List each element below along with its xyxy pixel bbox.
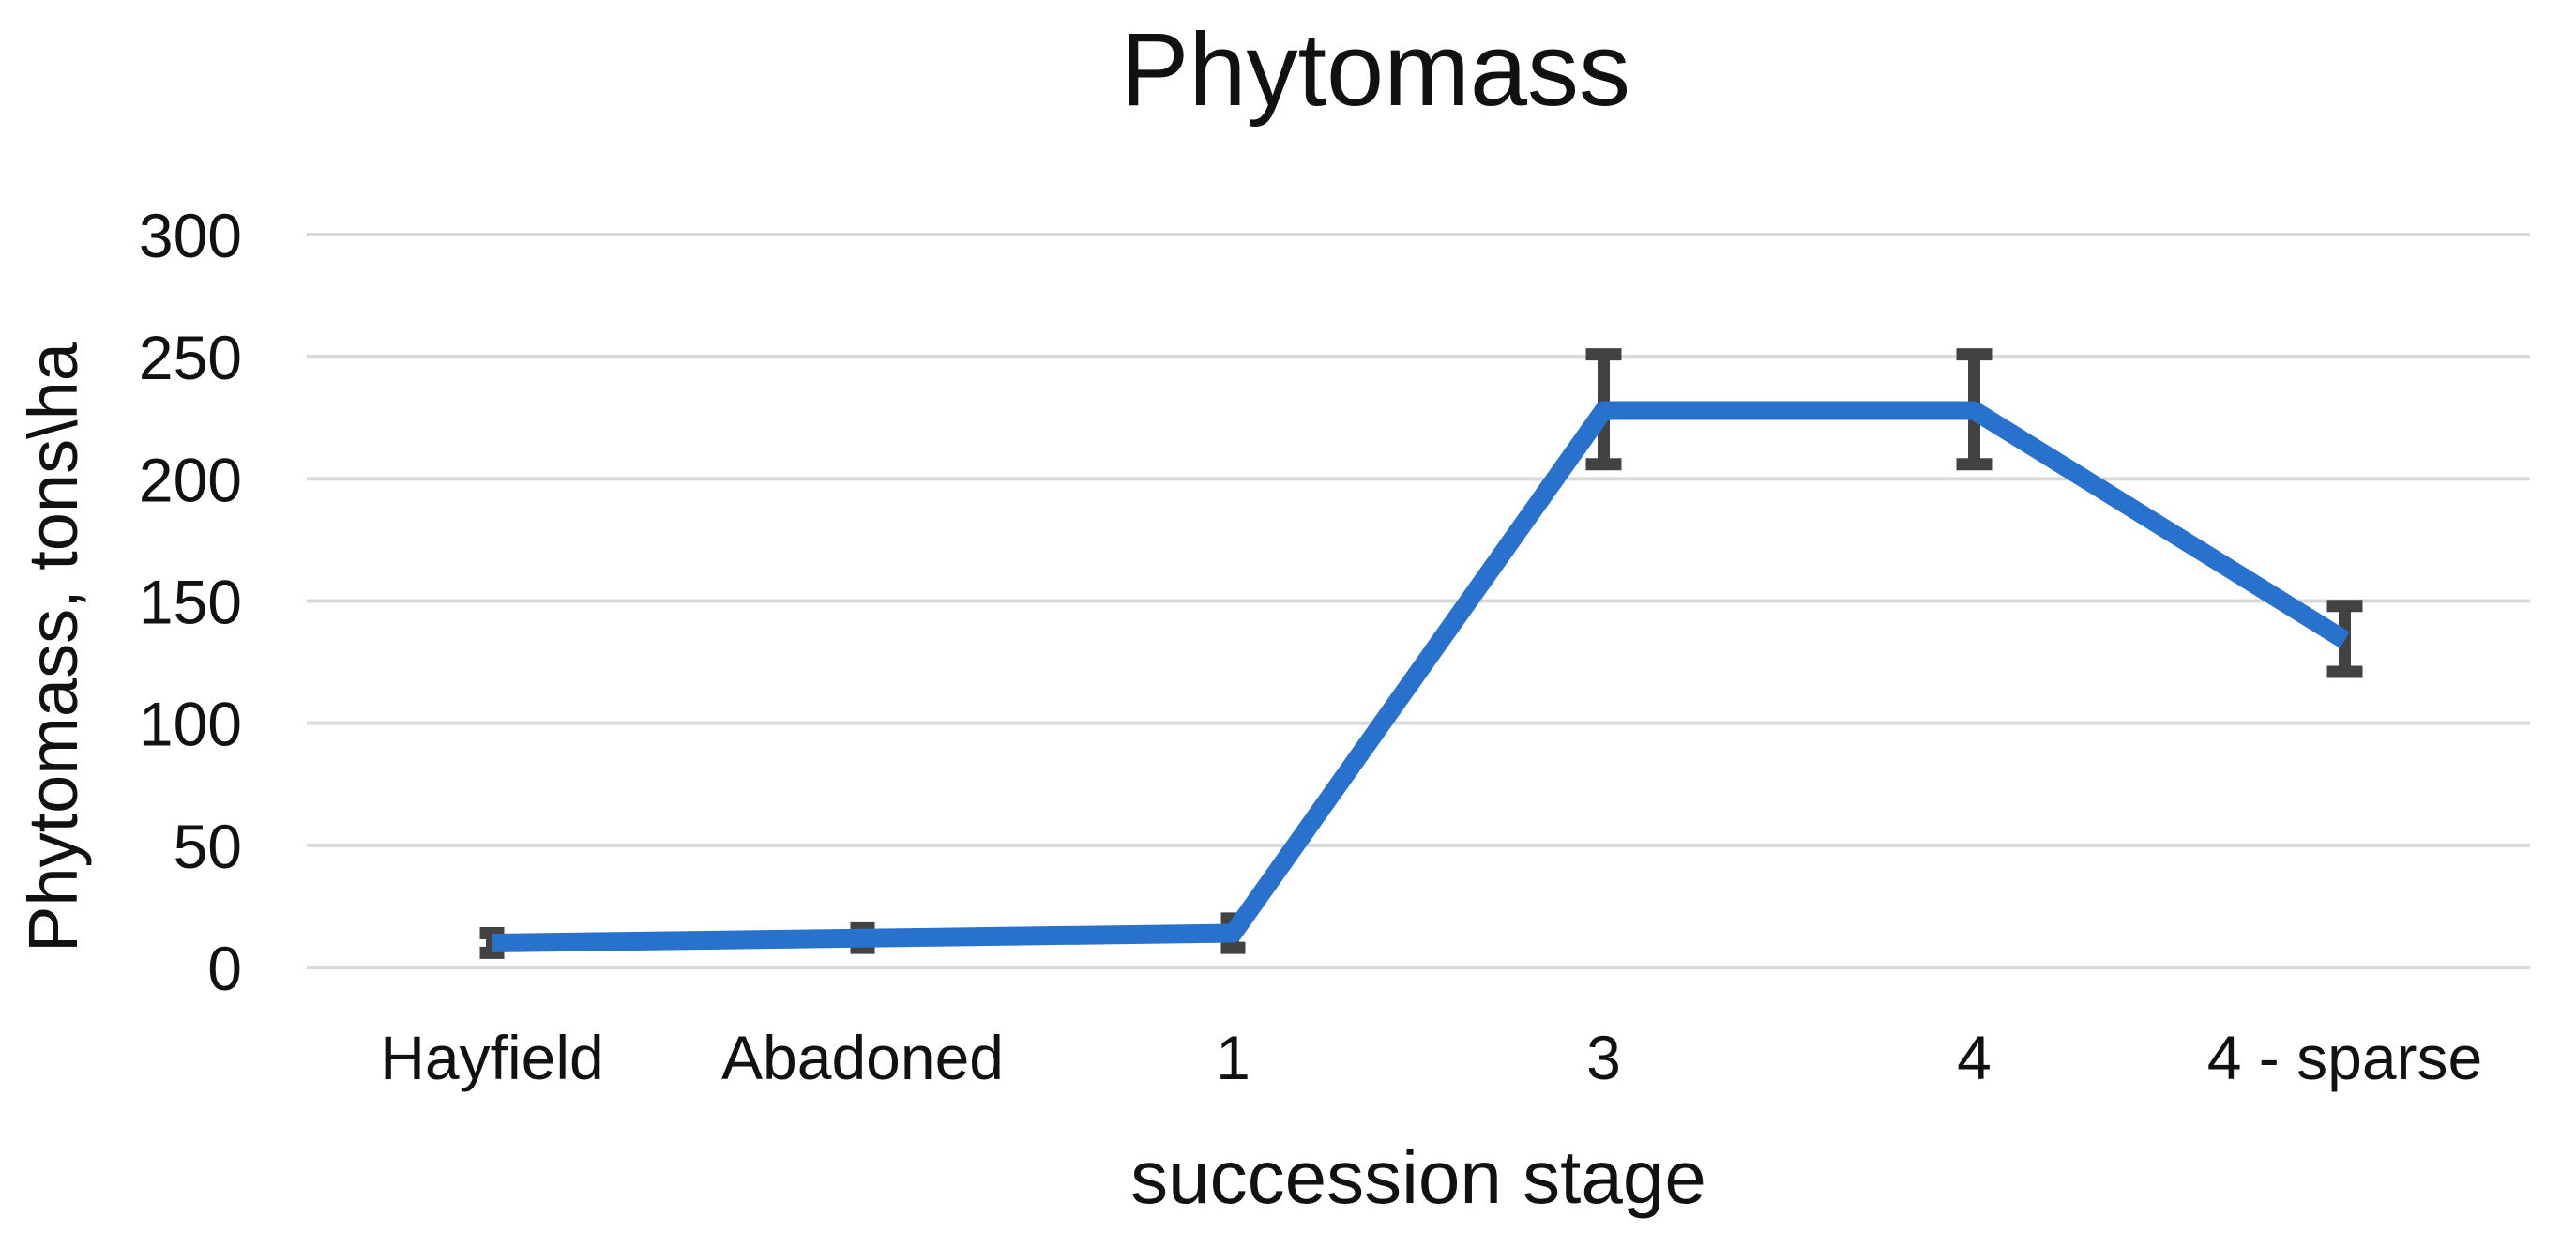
- data-line-series: [492, 401, 2350, 952]
- x-tick-label-hayfield: Hayfield: [380, 1023, 603, 1092]
- x-tick-label-1: 1: [1216, 1023, 1250, 1092]
- y-tick-label-150: 150: [139, 568, 242, 637]
- x-tick-label-4: 4: [1957, 1023, 1992, 1092]
- y-tick-label-300: 300: [139, 201, 242, 270]
- x-axis-tick-labels: Hayfield Abadoned 1 3 4 4 - sparse: [380, 1023, 2482, 1092]
- x-axis-title: succession stage: [1130, 1135, 1706, 1219]
- chart-title: Phytomass: [1120, 12, 1630, 128]
- y-tick-label-100: 100: [139, 690, 242, 759]
- y-tick-label-250: 250: [139, 323, 242, 392]
- y-axis-tick-labels: 0 50 100 150 200 250 300: [139, 201, 242, 1003]
- gridlines: [307, 233, 2530, 969]
- x-tick-label-3: 3: [1586, 1023, 1621, 1092]
- y-tick-label-200: 200: [139, 445, 242, 514]
- y-tick-label-50: 50: [174, 812, 242, 881]
- y-tick-label-0: 0: [207, 934, 242, 1003]
- x-tick-label-4-sparse: 4 - sparse: [2207, 1023, 2482, 1092]
- y-axis-title: Phytomass, tons\ha: [14, 342, 92, 952]
- x-tick-label-abadoned: Abadoned: [721, 1023, 1004, 1092]
